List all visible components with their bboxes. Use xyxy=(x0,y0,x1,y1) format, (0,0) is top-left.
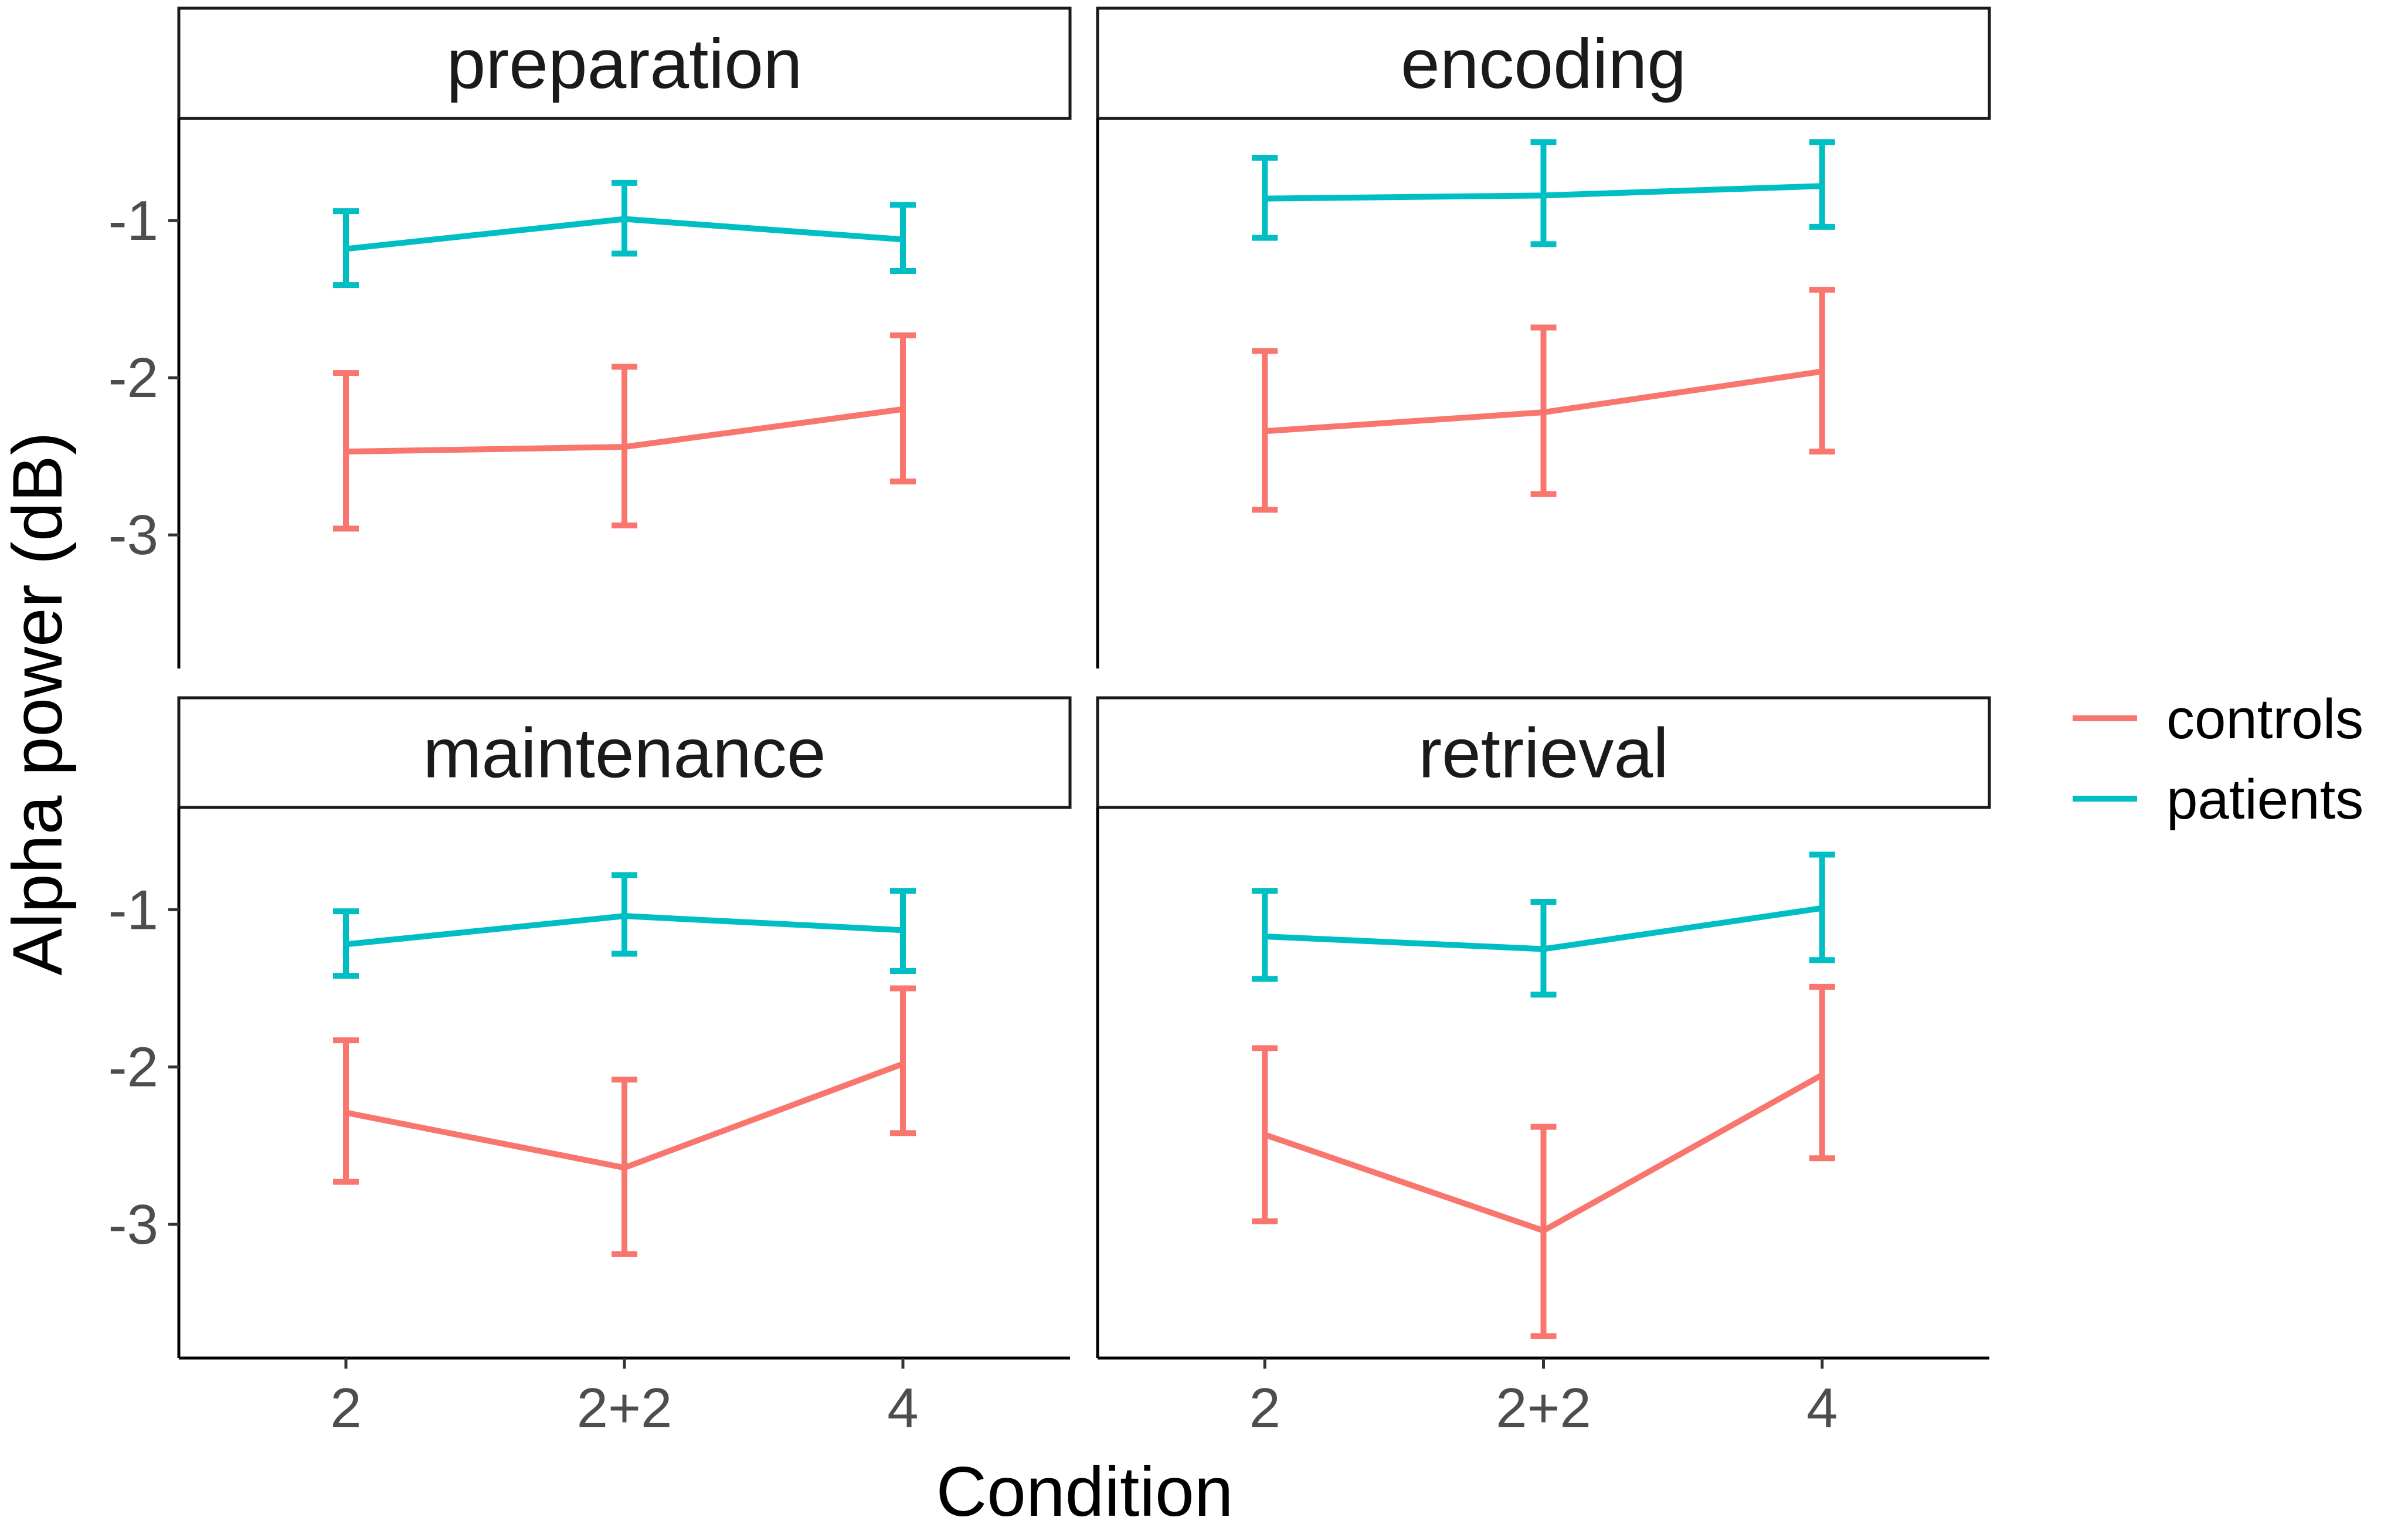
facet-strip-label: maintenance xyxy=(423,714,826,793)
facet-strip xyxy=(177,6,1072,120)
facet-strip xyxy=(1096,696,1991,809)
panel-maintenance: maintenance -1 -2 -3 2 2+2 4 xyxy=(108,696,1072,1440)
series-line xyxy=(1264,905,1823,952)
panel-retrieval: retrieval 2 2+2 4 xyxy=(1096,696,1991,1440)
series-line xyxy=(345,1061,904,1171)
series-patients xyxy=(1252,139,1835,247)
x-tick-label: 2+2 xyxy=(577,1377,673,1440)
series-controls xyxy=(333,985,916,1257)
panels-layer: preparation -1 -2 -3 encoding maintenance -1 -2… xyxy=(108,6,1991,1440)
series-line xyxy=(1264,368,1823,435)
panel-encoding: encoding xyxy=(1096,6,1991,668)
facet-strip xyxy=(1096,6,1991,120)
facet-strip-label: preparation xyxy=(446,25,802,103)
y-tick-label: -2 xyxy=(108,347,158,409)
error-bar xyxy=(890,332,916,485)
legend: controls patients xyxy=(2073,688,2363,831)
series-controls xyxy=(1252,983,1835,1339)
series-controls xyxy=(1252,287,1835,513)
y-tick-label: -2 xyxy=(108,1036,158,1099)
series-controls xyxy=(333,332,916,532)
series-line xyxy=(1264,1072,1824,1234)
error-bar xyxy=(890,888,916,975)
series-patients xyxy=(333,872,916,979)
error-bar xyxy=(1252,888,1278,982)
series-line xyxy=(345,913,904,948)
x-tick-label: 2 xyxy=(330,1377,361,1440)
error-bar xyxy=(1809,983,1835,1162)
series-line xyxy=(345,406,904,455)
facet-strip-label: retrieval xyxy=(1418,714,1669,793)
series-line xyxy=(1265,183,1822,202)
series-patients xyxy=(333,179,916,288)
x-tick-label: 2 xyxy=(1249,1377,1280,1440)
error-bar xyxy=(1809,851,1835,963)
legend-entry-patients: patients xyxy=(2073,768,2363,831)
y-tick-label: -1 xyxy=(108,189,158,252)
y-tick-label: -3 xyxy=(108,504,158,566)
facet-strip xyxy=(177,696,1072,809)
legend-label: controls xyxy=(2166,688,2363,751)
facet-strip-label: encoding xyxy=(1401,25,1686,103)
y-tick-label: -3 xyxy=(108,1193,158,1256)
legend-entry-controls: controls xyxy=(2073,688,2363,751)
y-axis-title: Alpha power (dB) xyxy=(0,432,77,975)
series-patients xyxy=(1252,851,1835,998)
error-bar xyxy=(890,985,916,1136)
y-tick-label: -1 xyxy=(108,878,158,941)
panel-preparation: preparation -1 -2 -3 xyxy=(108,6,1072,668)
x-axis-title: Condition xyxy=(936,1452,1233,1524)
error-bar xyxy=(333,1037,359,1185)
series-line xyxy=(345,216,904,252)
x-tick-label: 2+2 xyxy=(1496,1377,1591,1440)
x-tick-label: 4 xyxy=(1806,1377,1838,1440)
x-tick-label: 4 xyxy=(887,1377,918,1440)
legend-label: patients xyxy=(2166,768,2363,831)
error-bar xyxy=(1809,139,1835,230)
error-bar xyxy=(1809,287,1835,455)
error-bar xyxy=(1252,1045,1278,1224)
